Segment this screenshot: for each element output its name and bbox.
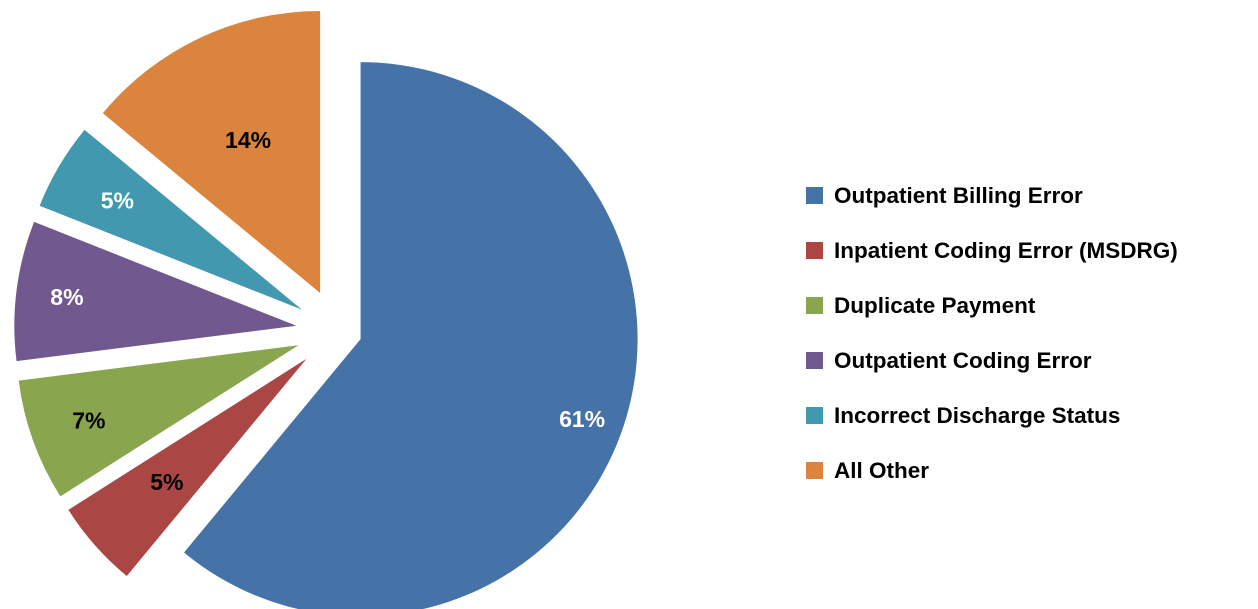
legend-item-all-other[interactable]: All Other — [806, 443, 1178, 498]
pie-data-label-1: 61% — [559, 406, 605, 432]
legend-swatch — [806, 242, 823, 259]
legend-item-duplicate-payment[interactable]: Duplicate Payment — [806, 278, 1178, 333]
legend-swatch — [806, 352, 823, 369]
pie-slice-3[interactable] — [18, 345, 299, 497]
legend-item-outpatient-billing-error[interactable]: Outpatient Billing Error — [806, 168, 1178, 223]
pie-slice-2[interactable] — [68, 358, 307, 577]
pie-data-labels: 61% 5% 7% 8% 5% 14% — [50, 127, 605, 495]
legend-label: Outpatient Billing Error — [834, 182, 1083, 208]
chart-legend: Outpatient Billing Error Inpatient Codin… — [806, 168, 1178, 498]
pie-slice-1[interactable] — [184, 62, 638, 609]
legend-label: Duplicate Payment — [834, 292, 1036, 318]
legend-swatch — [806, 187, 823, 204]
legend-item-outpatient-coding-error[interactable]: Outpatient Coding Error — [806, 333, 1178, 388]
pie-slices — [14, 11, 638, 609]
legend-swatch — [806, 407, 823, 424]
legend-label: Inpatient Coding Error (MSDRG) — [834, 237, 1178, 263]
pie-data-label-3: 7% — [72, 408, 105, 434]
pie-slice-5[interactable] — [39, 129, 302, 310]
pie-slice-4[interactable] — [14, 221, 297, 362]
legend-label: Incorrect Discharge Status — [834, 402, 1121, 428]
legend-item-inpatient-coding-error[interactable]: Inpatient Coding Error (MSDRG) — [806, 223, 1178, 278]
pie-data-label-5: 5% — [101, 188, 134, 214]
legend-swatch — [806, 297, 823, 314]
pie-data-label-4: 8% — [50, 284, 83, 310]
pie-slice-6[interactable] — [102, 11, 321, 293]
legend-swatch — [806, 462, 823, 479]
legend-label: All Other — [834, 457, 930, 483]
pie-data-label-6: 14% — [225, 127, 271, 153]
legend-item-incorrect-discharge-status[interactable]: Incorrect Discharge Status — [806, 388, 1178, 443]
pie-data-label-2: 5% — [150, 469, 183, 495]
legend-label: Outpatient Coding Error — [834, 347, 1092, 373]
